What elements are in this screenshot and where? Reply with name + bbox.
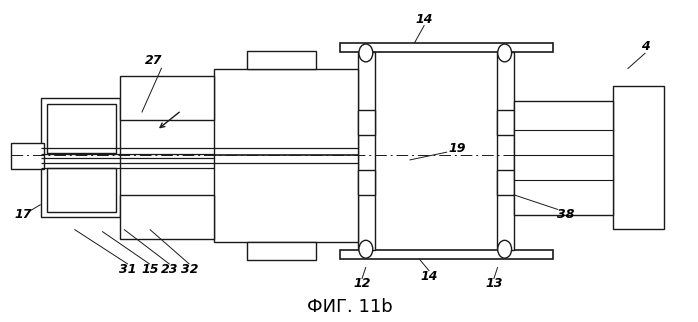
Text: 19: 19 <box>448 142 466 155</box>
Bar <box>40 98 120 216</box>
Text: 32: 32 <box>181 262 198 276</box>
Bar <box>47 168 116 212</box>
Bar <box>514 100 613 214</box>
Text: 14: 14 <box>415 13 433 26</box>
Bar <box>247 51 316 69</box>
Bar <box>358 170 375 195</box>
Bar <box>120 76 214 120</box>
Bar <box>358 52 375 250</box>
Bar <box>11 143 44 169</box>
Ellipse shape <box>498 240 512 258</box>
Bar <box>497 110 514 135</box>
Bar <box>613 86 664 229</box>
Ellipse shape <box>498 44 512 62</box>
Text: ФИГ. 11b: ФИГ. 11b <box>307 298 393 316</box>
Text: 31: 31 <box>119 262 137 276</box>
Ellipse shape <box>359 44 373 62</box>
Bar <box>497 170 514 195</box>
Bar <box>47 103 116 153</box>
Text: 27: 27 <box>145 54 163 67</box>
Bar <box>247 242 316 260</box>
Text: 12: 12 <box>353 278 371 290</box>
Bar <box>497 52 514 250</box>
Bar <box>358 110 375 135</box>
Bar <box>214 69 358 242</box>
Text: 17: 17 <box>14 208 31 221</box>
Bar <box>120 195 214 239</box>
Bar <box>340 43 554 52</box>
Text: 13: 13 <box>485 278 503 290</box>
Bar <box>340 250 554 259</box>
Ellipse shape <box>359 240 373 258</box>
Text: 4: 4 <box>641 40 650 52</box>
Text: 23: 23 <box>161 262 178 276</box>
Text: 38: 38 <box>558 208 575 221</box>
Text: 15: 15 <box>141 262 158 276</box>
Text: 14: 14 <box>421 270 438 283</box>
